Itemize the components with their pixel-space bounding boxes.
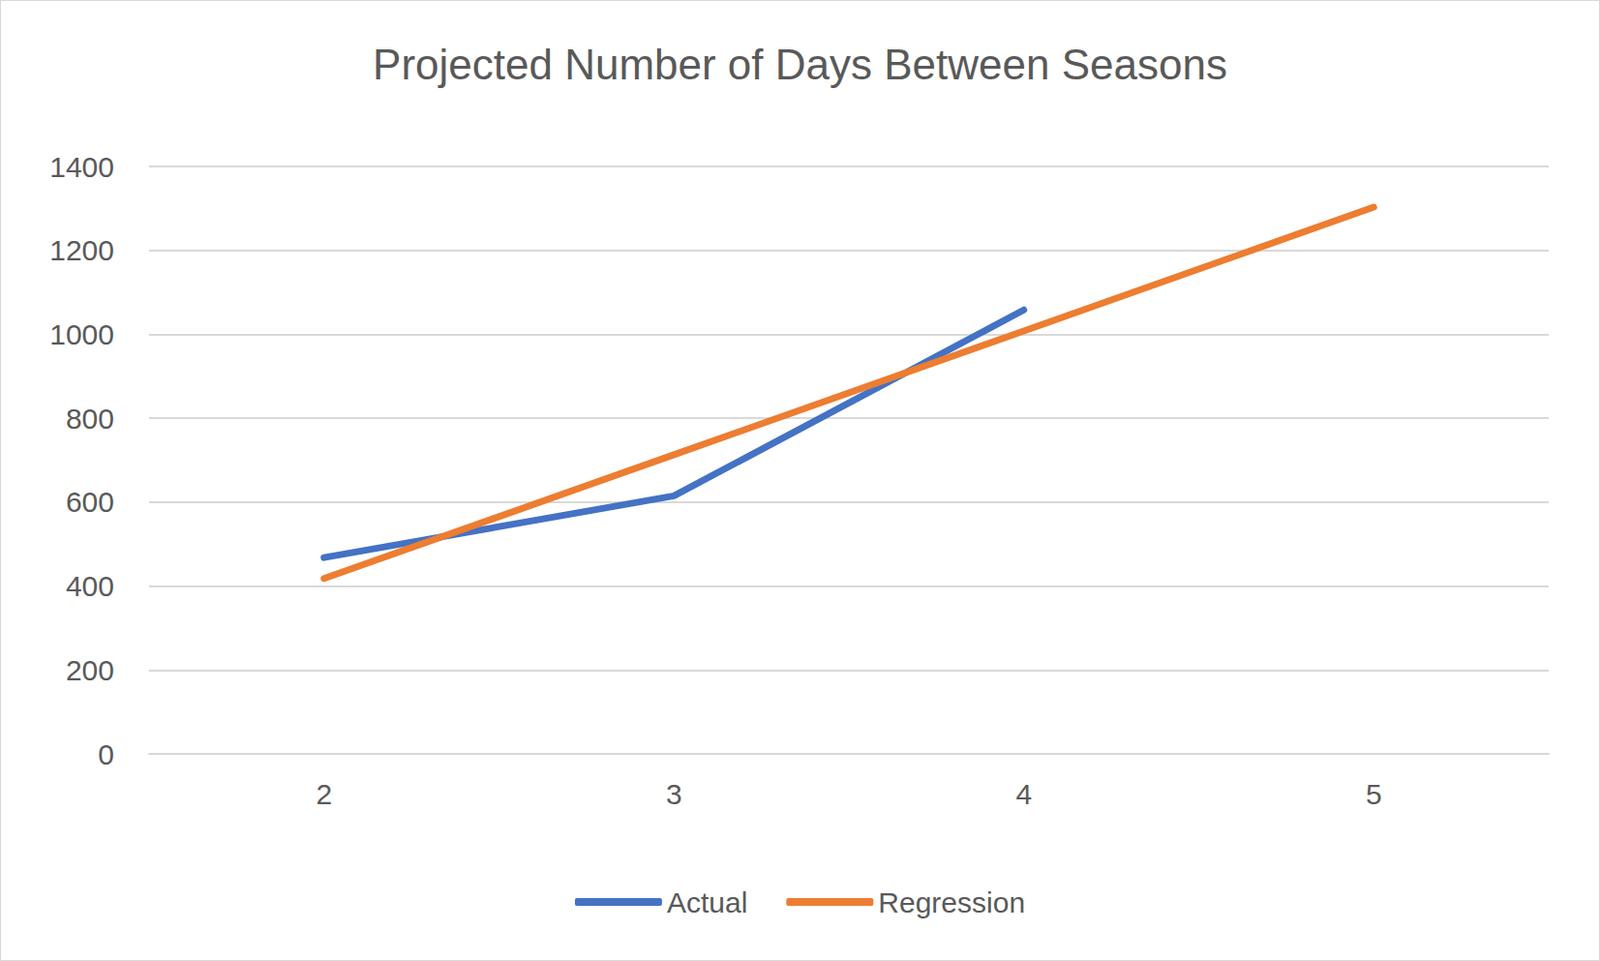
svg-text:Actual: Actual: [666, 886, 748, 919]
svg-text:1200: 1200: [49, 234, 115, 267]
svg-text:Regression: Regression: [877, 886, 1026, 919]
svg-text:1000: 1000: [49, 318, 115, 351]
svg-text:800: 800: [65, 402, 115, 435]
svg-text:2: 2: [315, 778, 333, 811]
svg-text:Projected Number of Days Betwe: Projected Number of Days Between Seasons: [372, 40, 1228, 89]
svg-text:600: 600: [65, 485, 115, 518]
svg-text:200: 200: [65, 654, 115, 687]
svg-text:3: 3: [665, 778, 683, 811]
svg-text:1400: 1400: [49, 150, 115, 183]
svg-text:0: 0: [97, 738, 115, 771]
svg-text:5: 5: [1365, 778, 1383, 811]
svg-text:400: 400: [65, 570, 115, 603]
svg-text:4: 4: [1015, 778, 1032, 811]
